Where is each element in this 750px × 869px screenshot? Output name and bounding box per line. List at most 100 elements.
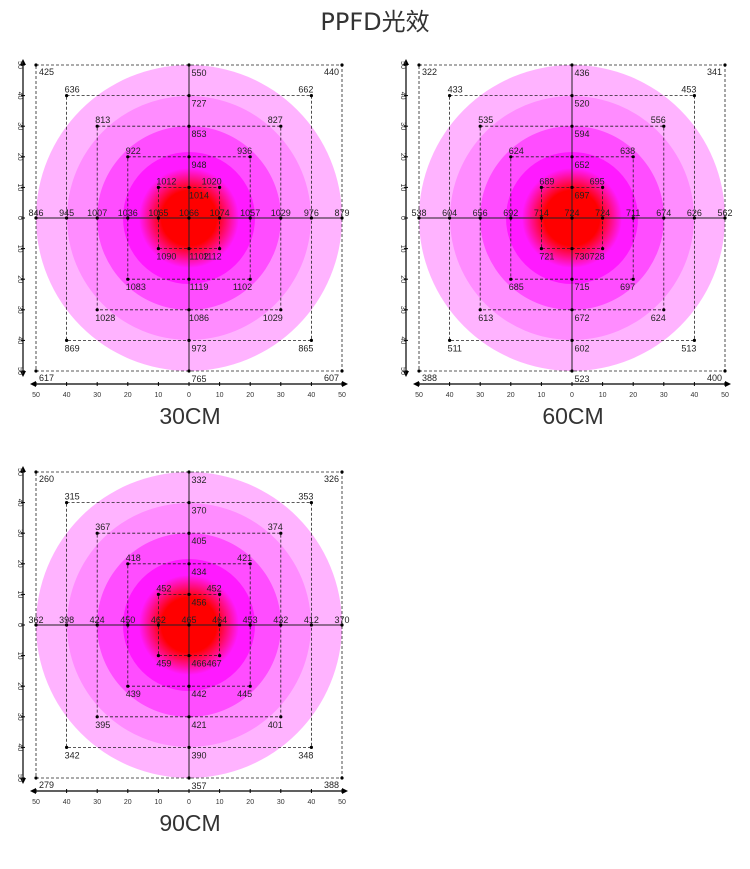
measurement-point bbox=[509, 277, 513, 281]
point-value-label: 674 bbox=[656, 208, 671, 218]
measurement-point bbox=[570, 247, 574, 251]
point-value-label: 424 bbox=[90, 615, 105, 625]
measurement-point bbox=[187, 124, 191, 128]
bottom-tick-label: 10 bbox=[155, 799, 163, 806]
measurement-point bbox=[417, 369, 421, 373]
measurement-point bbox=[309, 216, 313, 220]
bottom-tick-label: 40 bbox=[63, 392, 71, 399]
point-value-label: 685 bbox=[509, 282, 524, 292]
point-value-label: 672 bbox=[574, 313, 589, 323]
measurement-point bbox=[723, 369, 727, 373]
point-value-label: 869 bbox=[65, 343, 80, 353]
point-value-label: 388 bbox=[324, 780, 339, 790]
left-tick-label: 30 bbox=[16, 529, 23, 537]
measurement-point bbox=[448, 338, 452, 342]
measurement-point bbox=[539, 216, 543, 220]
measurement-point bbox=[187, 684, 191, 688]
measurement-point bbox=[187, 369, 191, 373]
point-value-label: 714 bbox=[534, 208, 549, 218]
measurement-point bbox=[187, 277, 191, 281]
point-value-label: 535 bbox=[478, 115, 493, 125]
point-value-label: 434 bbox=[191, 567, 206, 577]
point-value-label: 1102 bbox=[189, 252, 208, 262]
point-value-label: 362 bbox=[28, 615, 43, 625]
chart-panel-60cm: 50 50 40 40 30 30 20 20 10 10 0 0 10 10 20 20 30 30 40 40 50… bbox=[398, 55, 748, 429]
bottom-tick-label: 40 bbox=[446, 392, 454, 399]
measurement-point bbox=[279, 623, 283, 627]
point-value-label: 624 bbox=[651, 313, 666, 323]
left-tick-label: 20 bbox=[16, 682, 23, 690]
measurement-point bbox=[34, 369, 38, 373]
left-tick-label: 40 bbox=[16, 337, 23, 345]
page-title: PPFD光效 bbox=[320, 8, 430, 36]
measurement-point bbox=[156, 216, 160, 220]
measurement-point bbox=[187, 776, 191, 780]
point-value-label: 1090 bbox=[156, 252, 176, 262]
point-value-label: 562 bbox=[717, 208, 732, 218]
left-ruler-arrow-down bbox=[20, 778, 26, 784]
point-value-label: 1028 bbox=[95, 313, 115, 323]
measurement-point bbox=[126, 623, 130, 627]
point-value-label: 348 bbox=[298, 750, 313, 760]
left-tick-label: 40 bbox=[399, 337, 406, 345]
bottom-tick-label: 50 bbox=[721, 392, 729, 399]
point-value-label: 724 bbox=[595, 208, 610, 218]
bottom-ruler-arrow-left bbox=[30, 381, 36, 387]
measurement-point bbox=[570, 63, 574, 67]
point-value-label: 602 bbox=[574, 343, 589, 353]
point-value-label: 400 bbox=[707, 373, 722, 383]
measurement-point bbox=[218, 247, 222, 251]
point-value-label: 421 bbox=[237, 553, 252, 563]
bottom-tick-label: 20 bbox=[246, 799, 254, 806]
bottom-ruler-arrow-left bbox=[30, 788, 36, 794]
measurement-point bbox=[65, 338, 69, 342]
point-value-label: 711 bbox=[626, 208, 640, 218]
point-value-label: 342 bbox=[65, 750, 80, 760]
point-value-label: 538 bbox=[411, 208, 426, 218]
measurement-point bbox=[570, 124, 574, 128]
bottom-tick-label: 0 bbox=[570, 392, 574, 399]
point-value-label: 279 bbox=[39, 780, 54, 790]
measurement-point bbox=[126, 216, 130, 220]
bottom-tick-label: 30 bbox=[476, 392, 484, 399]
measurement-point bbox=[309, 745, 313, 749]
point-value-label: 466 bbox=[191, 659, 206, 669]
measurement-point bbox=[218, 592, 222, 596]
point-value-label: 1012 bbox=[156, 176, 176, 186]
point-value-label: 374 bbox=[268, 522, 283, 532]
point-value-label: 357 bbox=[191, 781, 206, 791]
point-value-label: 1029 bbox=[263, 313, 283, 323]
measurement-point bbox=[95, 623, 99, 627]
left-tick-label: 50 bbox=[399, 367, 406, 375]
measurement-point bbox=[95, 216, 99, 220]
bottom-tick-label: 20 bbox=[124, 392, 132, 399]
measurement-point bbox=[601, 185, 605, 189]
point-value-label: 1074 bbox=[210, 208, 230, 218]
left-tick-label: 10 bbox=[16, 245, 23, 253]
bottom-ruler-arrow-right bbox=[342, 788, 348, 794]
point-value-label: 638 bbox=[620, 146, 635, 156]
bottom-tick-label: 30 bbox=[93, 392, 101, 399]
point-value-label: 556 bbox=[651, 115, 666, 125]
point-value-label: 1020 bbox=[202, 176, 222, 186]
measurement-point bbox=[340, 470, 344, 474]
point-value-label: 1065 bbox=[148, 208, 168, 218]
measurement-point bbox=[95, 124, 99, 128]
point-value-label: 636 bbox=[65, 85, 80, 95]
point-value-label: 1014 bbox=[189, 190, 209, 200]
point-value-label: 613 bbox=[478, 313, 493, 323]
point-value-label: 662 bbox=[298, 85, 313, 95]
point-value-label: 948 bbox=[191, 160, 206, 170]
measurement-point bbox=[95, 531, 99, 535]
measurement-point bbox=[279, 216, 283, 220]
left-tick-label: 20 bbox=[16, 560, 23, 568]
bottom-tick-label: 40 bbox=[63, 799, 71, 806]
point-value-label: 652 bbox=[574, 160, 589, 170]
measurement-point bbox=[218, 623, 222, 627]
left-tick-label: 10 bbox=[16, 184, 23, 192]
measurement-point bbox=[478, 308, 482, 312]
chart-caption-60cm: 60CM bbox=[542, 403, 604, 429]
point-value-label: 418 bbox=[126, 553, 141, 563]
point-value-label: 692 bbox=[503, 208, 518, 218]
measurement-point bbox=[34, 216, 38, 220]
